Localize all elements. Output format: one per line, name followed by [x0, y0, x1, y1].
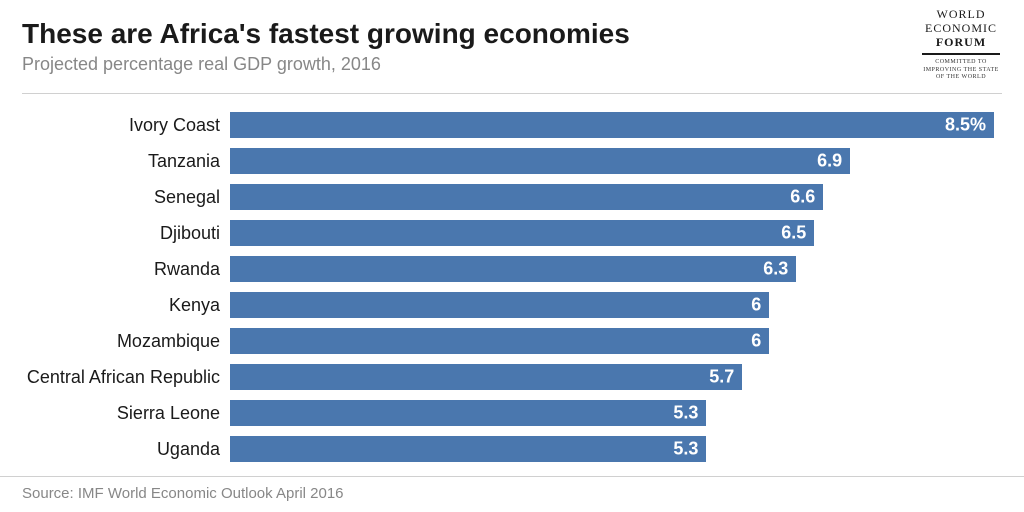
bar: 6.5	[230, 220, 814, 246]
bar-label: Rwanda	[10, 259, 230, 280]
bar-track: 6.6	[230, 184, 994, 210]
bar-track: 6.9	[230, 148, 994, 174]
bar-row: Rwanda6.3	[230, 252, 994, 286]
bar: 5.3	[230, 436, 706, 462]
bar: 5.7	[230, 364, 742, 390]
bar-row: Uganda5.3	[230, 432, 994, 466]
logo-tagline: IMPROVING THE STATE	[916, 67, 1006, 74]
bar-label: Djibouti	[10, 223, 230, 244]
bar-label: Sierra Leone	[10, 403, 230, 424]
logo-divider	[922, 53, 1000, 55]
bar: 6.6	[230, 184, 823, 210]
bar-label: Uganda	[10, 439, 230, 460]
chart-title: These are Africa's fastest growing econo…	[22, 18, 1002, 50]
bar-row: Djibouti6.5	[230, 216, 994, 250]
bar-track: 6	[230, 292, 994, 318]
bar: 6.9	[230, 148, 850, 174]
bar-value: 6.5	[781, 223, 806, 244]
logo-tagline: COMMITTED TO	[916, 59, 1006, 66]
bar-row: Tanzania6.9	[230, 144, 994, 178]
chart-subtitle: Projected percentage real GDP growth, 20…	[22, 54, 1002, 75]
bar-row: Ivory Coast8.5%	[230, 108, 994, 142]
bar-track: 6.5	[230, 220, 994, 246]
bar-value: 6.3	[763, 259, 788, 280]
bar-row: Sierra Leone5.3	[230, 396, 994, 430]
logo-line: ECONOMIC	[916, 22, 1006, 36]
bar: 5.3	[230, 400, 706, 426]
bar-track: 5.3	[230, 436, 994, 462]
bar-label: Central African Republic	[10, 367, 230, 388]
bar-value: 6	[751, 295, 761, 316]
bar-row: Kenya6	[230, 288, 994, 322]
source-text: Source: IMF World Economic Outlook April…	[22, 485, 1002, 502]
logo-tagline: OF THE WORLD	[916, 74, 1006, 81]
bar-track: 8.5%	[230, 112, 994, 138]
logo-line: FORUM	[916, 36, 1006, 50]
bar-label: Senegal	[10, 187, 230, 208]
bar-value: 6	[751, 331, 761, 352]
bar-row: Central African Republic5.7	[230, 360, 994, 394]
bar-value: 6.6	[790, 187, 815, 208]
bar-track: 5.7	[230, 364, 994, 390]
bar-value: 6.9	[817, 151, 842, 172]
wef-logo: WORLD ECONOMIC FORUM COMMITTED TO IMPROV…	[916, 8, 1006, 81]
bar-chart: Ivory Coast8.5%Tanzania6.9Senegal6.6Djib…	[0, 94, 1024, 466]
bar-track: 6.3	[230, 256, 994, 282]
bar-row: Senegal6.6	[230, 180, 994, 214]
bar-track: 6	[230, 328, 994, 354]
bar-label: Tanzania	[10, 151, 230, 172]
bar-value: 5.3	[673, 403, 698, 424]
logo-line: WORLD	[916, 8, 1006, 22]
chart-footer: Source: IMF World Economic Outlook April…	[0, 476, 1024, 512]
bar: 6	[230, 328, 769, 354]
bar-value: 5.7	[709, 367, 734, 388]
bar-row: Mozambique6	[230, 324, 994, 358]
bar: 6.3	[230, 256, 796, 282]
bar-label: Kenya	[10, 295, 230, 316]
bar-label: Ivory Coast	[10, 115, 230, 136]
bar-value: 5.3	[673, 439, 698, 460]
bar-label: Mozambique	[10, 331, 230, 352]
bar-value: 8.5%	[945, 115, 986, 136]
bar-track: 5.3	[230, 400, 994, 426]
chart-header: These are Africa's fastest growing econo…	[0, 0, 1024, 83]
bar: 6	[230, 292, 769, 318]
bar: 8.5%	[230, 112, 994, 138]
